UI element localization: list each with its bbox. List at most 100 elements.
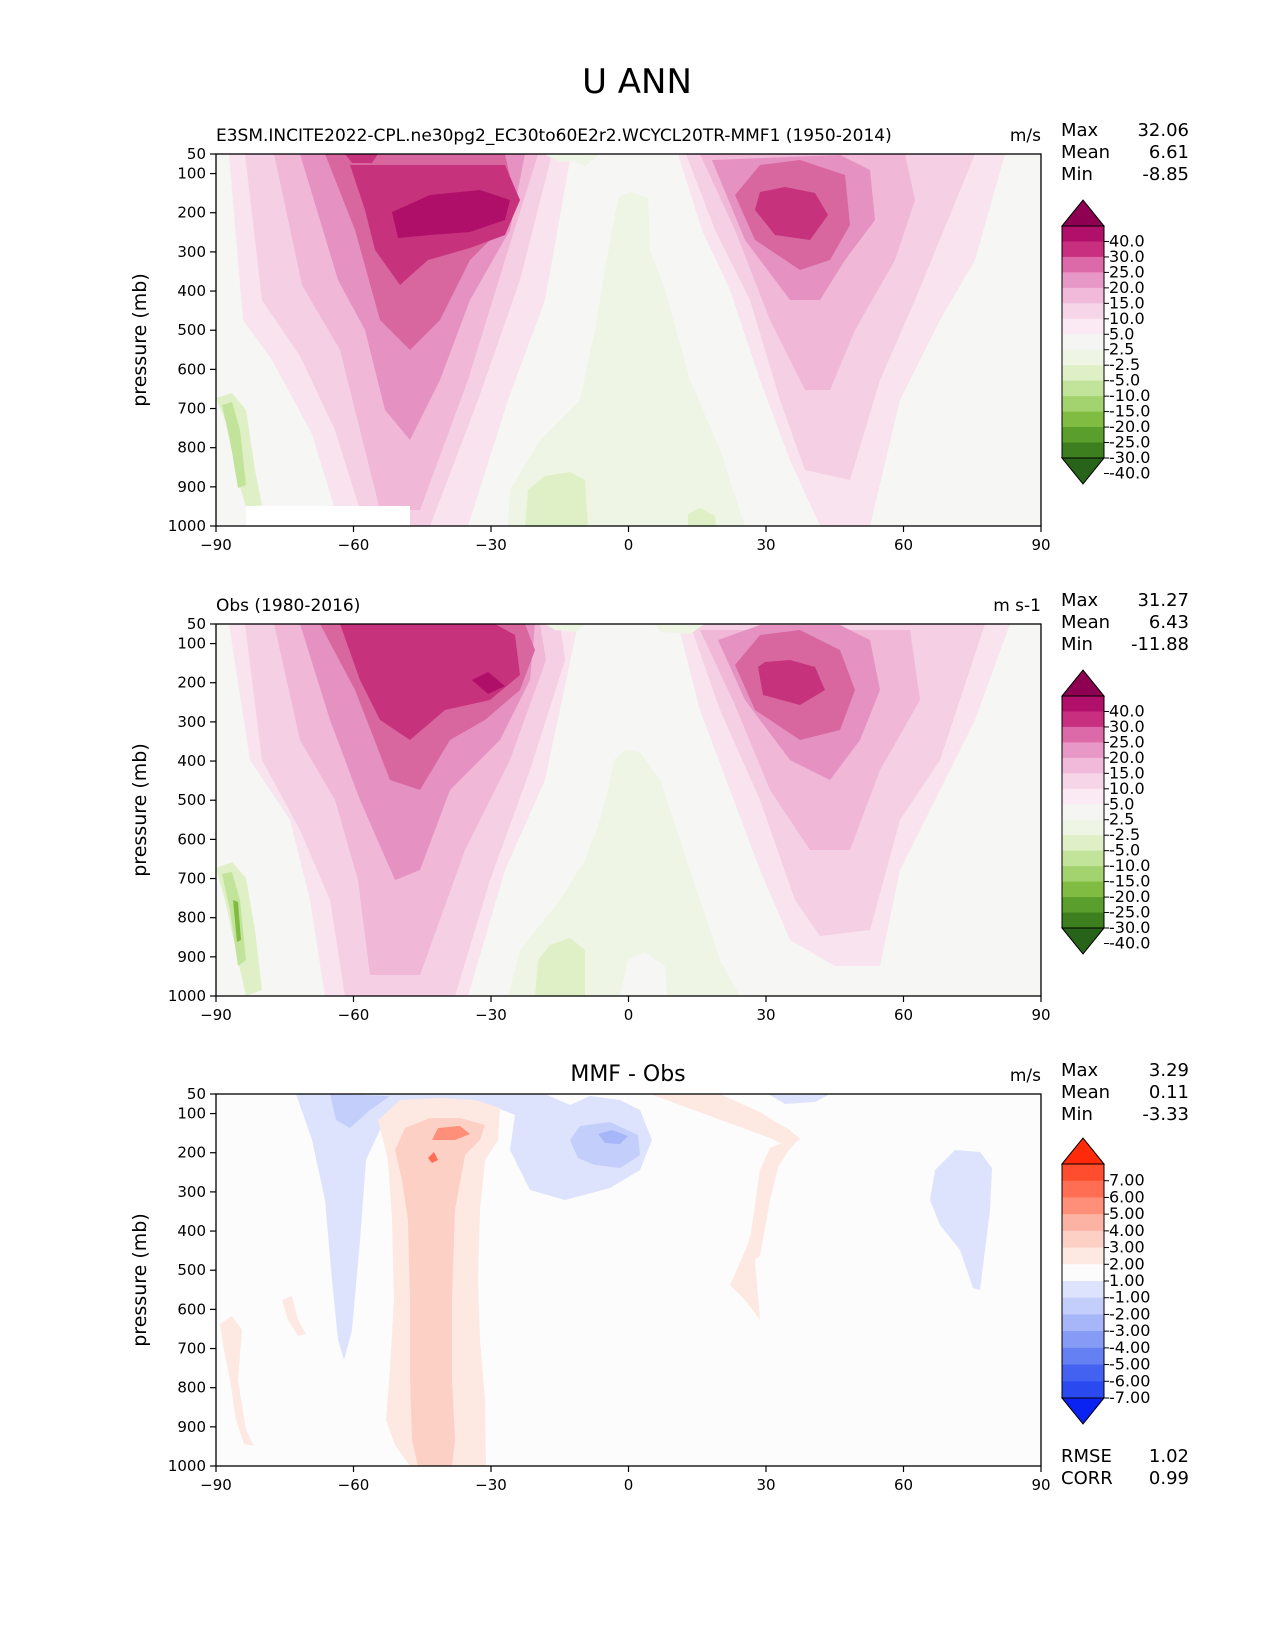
y-tick-label: 1000 bbox=[168, 517, 206, 535]
colorbar-frame bbox=[1061, 225, 1105, 459]
y-tick-label: 100 bbox=[177, 1105, 206, 1123]
y-tick-label: 200 bbox=[177, 204, 206, 222]
y-tick-label: 600 bbox=[177, 360, 206, 378]
x-tick-label: −90 bbox=[200, 1006, 232, 1024]
colorbar-swatch bbox=[1062, 788, 1104, 805]
contour-field bbox=[216, 1094, 1041, 1466]
colorbar-label: -25.0 bbox=[1109, 433, 1150, 452]
colorbar-swatch bbox=[1062, 1180, 1104, 1198]
axis-ticks: −90 −60 −30 0 30 60 90 50 100 200 300 400 500 600 700 8… bbox=[168, 1085, 1051, 1494]
colorbar-swatch bbox=[1062, 411, 1104, 428]
stat-label-corr: CORR bbox=[1061, 1468, 1113, 1489]
colorbar-swatch bbox=[1062, 757, 1104, 774]
y-tick-label: 300 bbox=[177, 243, 206, 261]
panel-left-title: E3SM.INCITE2022-CPL.ne30pg2_EC30to60E2r2… bbox=[216, 126, 892, 146]
colorbar-label: 25.0 bbox=[1109, 262, 1145, 281]
y-tick-label: 500 bbox=[177, 321, 206, 339]
colorbar-extend-min bbox=[1060, 1397, 1106, 1425]
y-tick-label: 600 bbox=[177, 1300, 206, 1318]
colorbar-label: 2.5 bbox=[1109, 340, 1134, 359]
colorbar-swatch bbox=[1062, 226, 1104, 242]
colorbar-swatch bbox=[1062, 866, 1104, 883]
colorbar-label: 20.0 bbox=[1109, 278, 1145, 297]
colorbar-label: -20.0 bbox=[1109, 417, 1150, 436]
colorbar-swatch bbox=[1062, 912, 1104, 929]
colorbar-swatch bbox=[1062, 819, 1104, 836]
colorbar-swatch bbox=[1062, 442, 1104, 459]
colorbar-swatch bbox=[1062, 1314, 1104, 1332]
colorbar-swatch bbox=[1062, 835, 1104, 852]
colorbar-swatch bbox=[1062, 1197, 1104, 1215]
stat-label-min: Min bbox=[1061, 634, 1093, 655]
stat-label-max: Max bbox=[1061, 120, 1099, 141]
colorbar-label: 1.00 bbox=[1109, 1271, 1145, 1290]
x-tick-label: −60 bbox=[338, 1476, 370, 1494]
colorbar-swatch bbox=[1062, 1164, 1104, 1182]
colorbar-label: -15.0 bbox=[1109, 402, 1150, 421]
colorbar-label: -40.0 bbox=[1109, 933, 1150, 952]
x-tick-label: 60 bbox=[894, 1006, 913, 1024]
colorbar-swatch bbox=[1062, 726, 1104, 743]
colorbar-extend-max bbox=[1060, 1137, 1106, 1165]
stat-label-mean: Mean bbox=[1061, 142, 1110, 163]
x-tick-label: 30 bbox=[756, 536, 775, 554]
colorbar-extend-max bbox=[1060, 199, 1106, 227]
y-tick-label: 700 bbox=[177, 870, 206, 888]
colorbar: 40.030.025.020.015.010.05.02.5-2.5-5.0-1… bbox=[1060, 199, 1150, 485]
colorbar-label: -40.0 bbox=[1109, 463, 1150, 482]
colorbar-label: -10.0 bbox=[1109, 386, 1150, 405]
colorbar-label: -30.0 bbox=[1109, 448, 1150, 467]
y-tick-label: 400 bbox=[177, 752, 206, 770]
colorbar-label: 4.00 bbox=[1109, 1221, 1145, 1240]
colorbar-label: -20.0 bbox=[1109, 887, 1150, 906]
y-tick-label: 1000 bbox=[168, 1457, 206, 1475]
colorbar-label: -4.00 bbox=[1109, 1338, 1150, 1357]
colorbar-swatch bbox=[1062, 1381, 1104, 1399]
panel-units: m/s bbox=[1010, 126, 1041, 146]
colorbar-swatch bbox=[1062, 711, 1104, 728]
x-tick-label: 60 bbox=[894, 536, 913, 554]
colorbar-label: -2.00 bbox=[1109, 1304, 1150, 1323]
stat-value-max: 31.27 bbox=[1137, 590, 1189, 611]
panel-title: MMF - Obs bbox=[570, 1062, 685, 1087]
stat-label-min: Min bbox=[1061, 1104, 1093, 1125]
panel-units: m s-1 bbox=[993, 596, 1041, 616]
colorbar-swatch bbox=[1062, 696, 1104, 712]
panel-obs: Obs (1980-2016) m s-1 bbox=[129, 590, 1189, 1024]
stat-value-min: -3.33 bbox=[1142, 1104, 1189, 1125]
y-tick-label: 100 bbox=[177, 635, 206, 653]
y-axis-label: pressure (mb) bbox=[129, 743, 151, 877]
colorbar-label: -7.00 bbox=[1109, 1388, 1150, 1407]
y-axis-label: pressure (mb) bbox=[129, 1213, 151, 1347]
y-tick-label: 800 bbox=[177, 439, 206, 457]
colorbar-label: -2.5 bbox=[1109, 355, 1140, 374]
colorbar-label: 40.0 bbox=[1109, 231, 1145, 250]
colorbar-swatch bbox=[1062, 256, 1104, 273]
stat-value-mean: 6.61 bbox=[1149, 142, 1189, 163]
stat-label-min: Min bbox=[1061, 164, 1093, 185]
y-tick-label: 800 bbox=[177, 909, 206, 927]
stats: Max 32.06 Mean 6.61 Min -8.85 bbox=[1061, 120, 1189, 185]
colorbar: 7.006.005.004.003.002.001.00-1.00-2.00-3… bbox=[1060, 1137, 1150, 1425]
stat-value-mean: 6.43 bbox=[1149, 612, 1189, 633]
colorbar-swatch bbox=[1062, 287, 1104, 304]
stat-label-max: Max bbox=[1061, 1060, 1099, 1081]
stats: Max 3.29 Mean 0.11 Min -3.33 RMSE 1.02 C… bbox=[1061, 1060, 1189, 1489]
axis-ticks: −90 −60 −30 0 30 60 90 50 100 200 300 400 500 600 700 8… bbox=[168, 615, 1051, 1024]
y-tick-label: 500 bbox=[177, 1261, 206, 1279]
colorbar-label: -5.0 bbox=[1109, 841, 1140, 860]
y-tick-label: 300 bbox=[177, 1183, 206, 1201]
stat-value-max: 3.29 bbox=[1149, 1060, 1189, 1081]
stat-label-max: Max bbox=[1061, 590, 1099, 611]
colorbar-extend-min bbox=[1060, 927, 1106, 955]
stats: Max 31.27 Mean 6.43 Min -11.88 bbox=[1061, 590, 1189, 655]
colorbar-label: 30.0 bbox=[1109, 247, 1145, 266]
x-tick-label: −30 bbox=[475, 1006, 507, 1024]
colorbar-swatch bbox=[1062, 272, 1104, 289]
y-tick-label: 50 bbox=[187, 615, 206, 633]
colorbar-label: 15.0 bbox=[1109, 293, 1145, 312]
colorbar-swatch bbox=[1062, 1264, 1104, 1282]
colorbar-label: -6.00 bbox=[1109, 1371, 1150, 1390]
y-tick-label: 200 bbox=[177, 1144, 206, 1162]
